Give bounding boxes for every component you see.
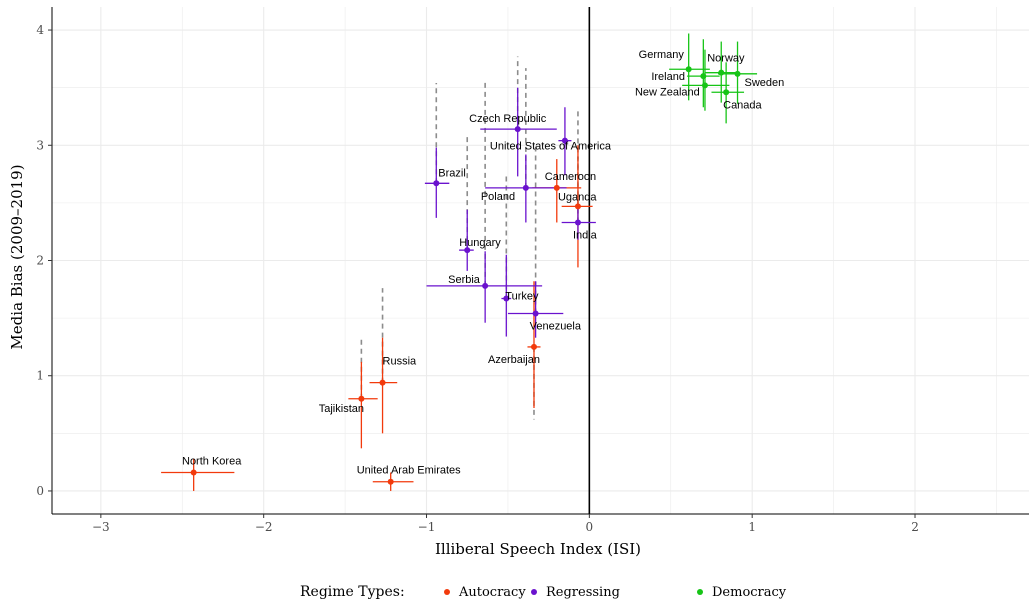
x-tick-label: 1: [748, 520, 756, 534]
y-tick-label: 2: [36, 254, 44, 268]
x-tick-label: 0: [586, 520, 594, 534]
data-point-ireland: [700, 73, 707, 80]
legend-swatch-autocracy: [444, 589, 450, 595]
data-point-hungary: [464, 247, 471, 254]
data-point-russia: [379, 379, 386, 386]
point-label: Ireland: [651, 71, 685, 83]
point-label: Russia: [383, 356, 418, 368]
point-label: New Zealand: [635, 86, 700, 98]
x-tick-label: −1: [418, 520, 436, 534]
point-label: India: [573, 229, 598, 241]
point-label: North Korea: [182, 456, 242, 468]
point-label: Germany: [639, 49, 685, 61]
data-point-united-arab-emirates: [387, 478, 394, 485]
grid: [52, 7, 1029, 514]
error-bars: [161, 33, 758, 491]
x-tick-label: −3: [92, 520, 110, 534]
data-point-tajikistan: [358, 395, 365, 402]
data-point-germany: [685, 66, 692, 73]
legend: Regime Types: Autocracy Regressing Democra…: [300, 584, 787, 600]
y-tick-label: 4: [36, 23, 44, 37]
point-label: United States of America: [490, 141, 612, 153]
data-points: [190, 66, 741, 485]
point-label: Hungary: [459, 237, 501, 249]
data-point-serbia: [482, 282, 489, 289]
axes: −3 −2 −1 0 1 2 0 1 2 3 4: [36, 7, 1029, 534]
x-tick-label: −2: [255, 520, 273, 534]
point-label: Azerbaijan: [488, 354, 540, 366]
y-tick-label: 0: [36, 484, 44, 498]
data-point-united-states-of-america: [561, 137, 568, 144]
x-axis-title: Illiberal Speech Index (ISI): [435, 540, 641, 558]
data-point-new-zealand: [701, 82, 708, 89]
data-point-azerbaijan: [530, 343, 537, 350]
data-point-turkey: [503, 295, 510, 302]
point-labels: North Korea United Arab Emirates Tajikista…: [182, 49, 784, 477]
point-label: Uganda: [558, 191, 597, 203]
data-point-venezuela: [532, 310, 539, 317]
point-label: Canada: [723, 99, 762, 111]
data-point-norway: [718, 69, 725, 76]
data-point-india: [574, 219, 581, 226]
data-point-canada: [723, 89, 730, 96]
y-tick-label: 3: [36, 138, 44, 152]
legend-label-democracy: Democracy: [712, 585, 787, 600]
point-label: Turkey: [505, 291, 539, 303]
legend-swatch-regressing: [531, 589, 537, 595]
data-point-north-korea: [190, 469, 197, 476]
point-label: Venezuela: [530, 321, 582, 333]
legend-label-autocracy: Autocracy: [458, 585, 526, 600]
point-label: Cameroon: [545, 171, 596, 183]
point-label: United Arab Emirates: [357, 465, 461, 477]
legend-label-regressing: Regressing: [546, 585, 620, 600]
x-tick-label: 2: [911, 520, 919, 534]
data-point-cameroon: [553, 184, 560, 191]
point-label: Poland: [481, 191, 515, 203]
data-point-poland: [522, 184, 529, 191]
data-point-sweden: [734, 70, 741, 77]
legend-swatch-democracy: [697, 589, 703, 595]
point-label: Serbia: [448, 274, 481, 286]
point-label: Brazil: [438, 167, 466, 179]
data-point-brazil: [433, 180, 440, 187]
point-label: Czech Republic: [469, 113, 547, 125]
y-axis-title: Media Bias (2009–2019): [8, 164, 26, 349]
legend-title: Regime Types:: [300, 584, 405, 600]
point-label: Tajikistan: [319, 403, 364, 415]
y-tick-label: 1: [36, 369, 44, 383]
data-point-uganda: [574, 203, 581, 210]
point-label: Norway: [707, 53, 745, 65]
point-label: Sweden: [745, 77, 785, 89]
data-point-czech-republic: [514, 126, 521, 133]
